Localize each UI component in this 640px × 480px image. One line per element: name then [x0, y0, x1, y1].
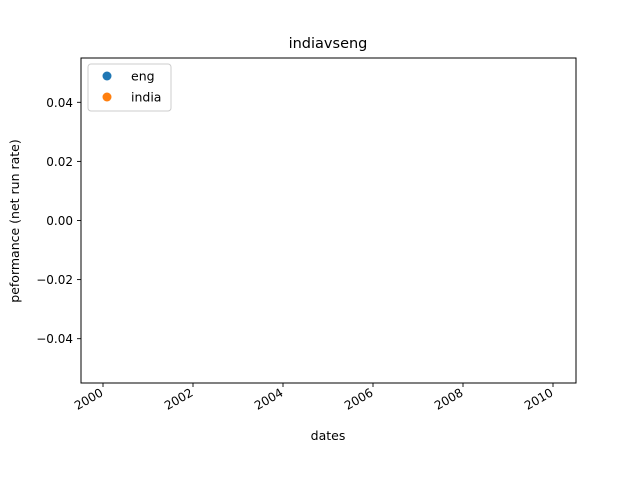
y-axis: 0.04 0.02 0.00 −0.02 −0.04 [36, 96, 81, 346]
legend-marker-eng [102, 71, 112, 81]
y-tick-label: 0.02 [46, 155, 73, 169]
x-axis-label: dates [311, 428, 346, 443]
y-tick-label: −0.02 [36, 273, 73, 287]
y-tick-label: −0.04 [36, 332, 73, 346]
plot-area [80, 57, 577, 384]
legend: eng india [87, 63, 172, 112]
legend-label-india: india [131, 90, 161, 105]
y-tick-label: 0.00 [46, 214, 73, 228]
y-tick-label: 0.04 [46, 96, 73, 110]
chart-title: indiavseng [289, 36, 368, 52]
legend-marker-india [102, 92, 112, 102]
y-axis-label: peformance (net run rate) [7, 139, 22, 302]
legend-label-eng: eng [131, 69, 155, 84]
